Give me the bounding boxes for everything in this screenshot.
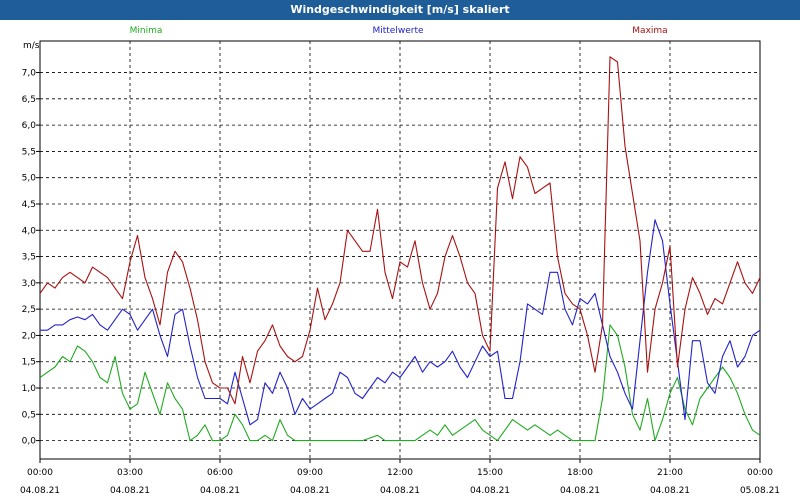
x-tick-date-label: 04.08.21 [380, 486, 420, 496]
x-tick-date-label: 04.08.21 [20, 486, 60, 496]
chart-title: Windgeschwindigkeit [m/s] skaliert [0, 0, 800, 20]
y-tick-label: 1,5 [22, 358, 36, 368]
legend-mittelwerte: Mittelwerte [372, 26, 423, 36]
y-tick-label: 3,5 [22, 253, 36, 263]
series-line-mittelwerte [40, 219, 761, 426]
y-tick-label: 3,0 [22, 279, 37, 289]
chart-series [39, 56, 761, 442]
series-line-maxima [39, 56, 761, 405]
y-tick-label: 5,0 [22, 174, 37, 184]
x-tick-time-label: 21:00 [657, 468, 683, 478]
y-tick-label: 2,5 [22, 305, 36, 315]
x-tick-date-label: 04.08.21 [110, 486, 150, 496]
y-tick-label: 2,0 [22, 331, 37, 341]
x-tick-time-label: 15:00 [477, 468, 503, 478]
series-line-minima [39, 324, 761, 442]
y-tick-label: 4,0 [22, 226, 37, 236]
x-tick-date-label: 04.08.21 [200, 486, 240, 496]
y-tick-label: 5,5 [22, 147, 36, 157]
x-tick-date-label: 04.08.21 [290, 486, 330, 496]
x-tick-time-label: 18:00 [567, 468, 593, 478]
y-tick-label: 0,5 [22, 410, 36, 420]
y-tick-label: 4,5 [22, 200, 36, 210]
y-axis-unit-label: m/s [23, 41, 40, 51]
y-tick-label: 6,5 [22, 95, 36, 105]
x-tick-time-label: 06:00 [207, 468, 233, 478]
legend-maxima: Maxima [632, 26, 667, 36]
x-tick-time-label: 09:00 [297, 468, 323, 478]
x-tick-time-label: 00:00 [747, 468, 773, 478]
x-tick-time-label: 00:00 [27, 468, 53, 478]
x-tick-date-label: 05.08.21 [740, 486, 780, 496]
x-tick-date-label: 04.08.21 [650, 486, 690, 496]
x-tick-time-label: 12:00 [387, 468, 413, 478]
legend-minima: Minima [130, 26, 163, 36]
x-tick-date-label: 04.08.21 [470, 486, 510, 496]
x-tick-time-label: 03:00 [117, 468, 143, 478]
y-tick-label: 6,0 [22, 121, 37, 131]
y-tick-label: 0,0 [22, 437, 37, 447]
y-tick-label: 7,0 [22, 69, 37, 79]
x-tick-date-label: 04.08.21 [560, 486, 600, 496]
y-tick-label: 1,0 [22, 384, 37, 394]
